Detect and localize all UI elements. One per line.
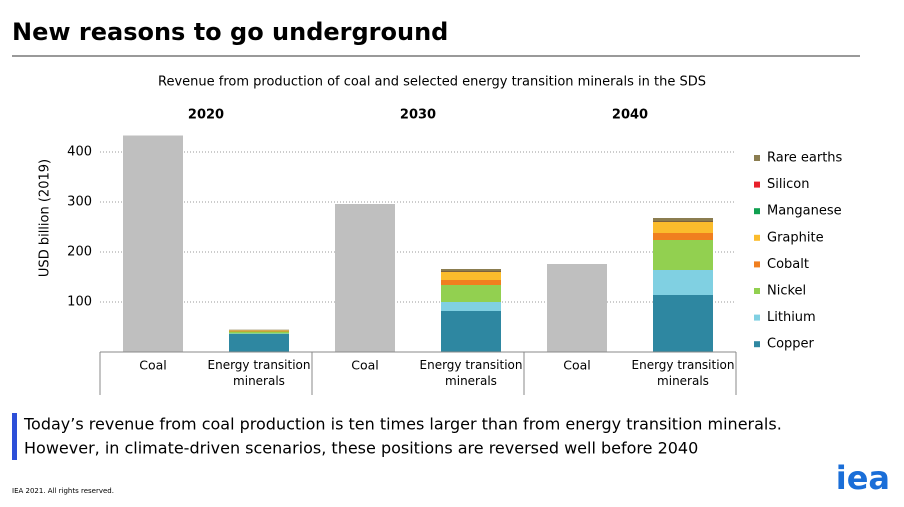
bar-segment bbox=[441, 269, 501, 271]
bar-segment bbox=[653, 218, 713, 221]
y-tick-label: 400 bbox=[67, 145, 92, 160]
chart-title: Revenue from production of coal and sele… bbox=[158, 75, 706, 90]
bar-segment bbox=[441, 280, 501, 285]
bar-segment bbox=[653, 222, 713, 233]
bar-segment bbox=[441, 285, 501, 302]
x-tick-label: Energy transition minerals bbox=[420, 358, 523, 388]
summary-bar bbox=[12, 413, 17, 460]
group-label: 2020 bbox=[188, 108, 224, 123]
bar-segment bbox=[229, 330, 289, 331]
x-tick-label: Energy transition minerals bbox=[632, 358, 735, 388]
group-label: 2040 bbox=[612, 108, 648, 123]
footer: IEA 2021. All rights reserved. bbox=[12, 487, 114, 495]
y-tick-label: 100 bbox=[67, 295, 92, 310]
legend-label: Cobalt bbox=[767, 257, 809, 272]
legend-swatch bbox=[754, 288, 760, 294]
bar-segment bbox=[229, 329, 289, 331]
bar-segment bbox=[653, 240, 713, 270]
legend-swatch bbox=[754, 208, 760, 215]
bar-segment bbox=[229, 331, 289, 334]
bar-segment bbox=[229, 331, 289, 332]
legend-label: Graphite bbox=[767, 230, 824, 245]
x-tick-label: Coal bbox=[351, 358, 379, 373]
bar-segment bbox=[653, 270, 713, 295]
summary-line: However, in climate-driven scenarios, th… bbox=[24, 439, 698, 458]
y-axis-label: USD billion (2019) bbox=[38, 159, 53, 277]
bar-segment bbox=[653, 221, 713, 222]
x-tick-label: Coal bbox=[563, 358, 591, 373]
bar-segment bbox=[547, 264, 607, 352]
legend-swatch bbox=[754, 261, 760, 268]
logo: iea bbox=[836, 459, 890, 497]
legend-swatch bbox=[754, 314, 760, 321]
bar-segment bbox=[123, 135, 183, 352]
legend-swatch bbox=[754, 155, 760, 161]
bar-segment bbox=[229, 334, 289, 352]
legend-label: Nickel bbox=[767, 284, 806, 299]
bar-segment bbox=[335, 204, 395, 352]
legend-label: Rare earths bbox=[767, 151, 843, 166]
x-tick-label: Coal bbox=[139, 358, 167, 373]
summary-line: Today’s revenue from coal production is … bbox=[23, 415, 782, 434]
bar-segment bbox=[441, 271, 501, 272]
legend-label: Silicon bbox=[767, 177, 809, 192]
bar-segment bbox=[441, 272, 501, 280]
bar-segment bbox=[441, 311, 501, 352]
bar-segment bbox=[229, 333, 289, 334]
legend-swatch bbox=[754, 341, 760, 348]
group-label: 2030 bbox=[400, 108, 436, 123]
bar-segment bbox=[441, 302, 501, 311]
legend-label: Lithium bbox=[767, 310, 816, 325]
x-tick-label: Energy transition minerals bbox=[208, 358, 311, 388]
bar-segment bbox=[441, 271, 501, 272]
legend-swatch bbox=[754, 181, 760, 188]
legend-label: Copper bbox=[767, 337, 815, 352]
legend-swatch bbox=[754, 234, 760, 241]
bar-segment bbox=[653, 221, 713, 222]
y-tick-label: 200 bbox=[67, 245, 92, 260]
bar-segment bbox=[653, 295, 713, 352]
slide-title: New reasons to go underground bbox=[12, 18, 448, 46]
legend-label: Manganese bbox=[767, 204, 842, 219]
bar-segment bbox=[653, 233, 713, 240]
y-tick-label: 300 bbox=[67, 195, 92, 210]
